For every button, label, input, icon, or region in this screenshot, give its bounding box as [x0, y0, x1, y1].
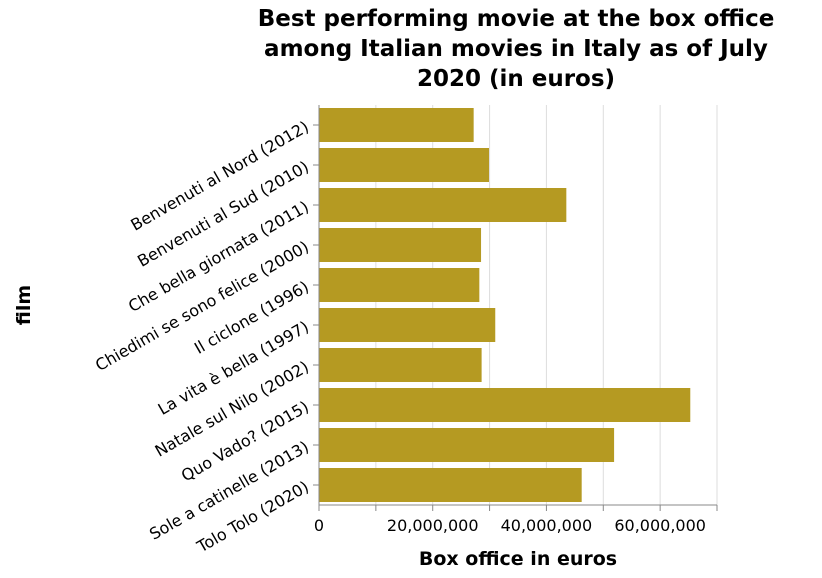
x-tick-label: 0 — [314, 516, 324, 535]
chart-title: Best performing movie at the box office … — [210, 4, 822, 94]
bars — [319, 108, 691, 502]
chart-title-line: 2020 (in euros) — [416, 66, 616, 92]
bar — [319, 308, 496, 342]
x-tick-label: 40,000,000 — [501, 516, 593, 535]
x-axis-title: Box office in euros — [419, 548, 617, 570]
bar — [319, 268, 480, 302]
bar — [319, 428, 615, 462]
bar — [319, 468, 582, 502]
x-tick-label: 20,000,000 — [387, 516, 479, 535]
x-tick-label: 60,000,000 — [614, 516, 706, 535]
bar — [319, 148, 490, 182]
bar — [319, 188, 567, 222]
bar — [319, 348, 482, 382]
chart-title-line: among Italian movies in Italy as of July — [264, 36, 768, 62]
y-axis-title: film — [13, 285, 35, 325]
bar — [319, 388, 691, 422]
chart-title-line: Best performing movie at the box office — [257, 6, 775, 32]
bar — [319, 228, 482, 262]
bar — [319, 108, 474, 142]
